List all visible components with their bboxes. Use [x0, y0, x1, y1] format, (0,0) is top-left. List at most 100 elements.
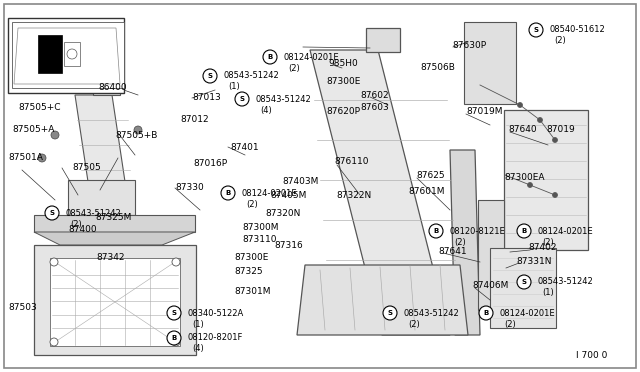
Text: 87300M: 87300M [242, 222, 278, 231]
Text: 86400: 86400 [98, 83, 127, 93]
Text: 87320N: 87320N [265, 209, 300, 218]
Text: 87331N: 87331N [516, 257, 552, 266]
Text: (2): (2) [408, 320, 420, 328]
Polygon shape [366, 28, 400, 52]
Text: (4): (4) [192, 344, 204, 353]
Text: (2): (2) [542, 237, 554, 247]
Circle shape [167, 331, 181, 345]
Text: 87630P: 87630P [452, 41, 486, 49]
Text: 08120-8121E: 08120-8121E [450, 227, 506, 235]
Text: 08543-51242: 08543-51242 [256, 94, 312, 103]
Polygon shape [450, 150, 480, 335]
Text: B: B [483, 310, 488, 316]
Circle shape [167, 306, 181, 320]
Text: (1): (1) [192, 320, 204, 328]
Text: (2): (2) [504, 320, 516, 328]
Text: 08124-0201E: 08124-0201E [538, 227, 594, 235]
Text: 08340-5122A: 08340-5122A [188, 308, 244, 317]
Text: B: B [522, 228, 527, 234]
Circle shape [538, 118, 543, 122]
Circle shape [479, 306, 493, 320]
Circle shape [50, 258, 58, 266]
Text: 87506B: 87506B [420, 64, 455, 73]
Bar [34, 245, 196, 355]
Text: 87316: 87316 [274, 241, 303, 250]
Text: (4): (4) [260, 106, 272, 115]
Circle shape [383, 306, 397, 320]
Text: (2): (2) [70, 219, 82, 228]
Text: 873110: 873110 [242, 235, 276, 244]
Text: 87603: 87603 [360, 103, 388, 112]
Text: 87400: 87400 [68, 225, 97, 234]
Text: 87505+A: 87505+A [12, 125, 54, 135]
Polygon shape [34, 232, 195, 245]
Bar [65, 215, 137, 227]
Circle shape [221, 186, 235, 200]
Text: 87505: 87505 [72, 164, 100, 173]
Polygon shape [68, 180, 135, 215]
Text: S: S [534, 27, 538, 33]
Text: 08124-0201E: 08124-0201E [242, 189, 298, 198]
Text: (1): (1) [228, 83, 240, 92]
Text: B: B [433, 228, 438, 234]
Bar [8, 18, 124, 93]
Text: 08543-51242: 08543-51242 [538, 278, 594, 286]
Text: S: S [387, 310, 392, 316]
Text: B: B [268, 54, 273, 60]
Text: 87505+C: 87505+C [18, 103, 61, 112]
Text: 87330: 87330 [175, 183, 204, 192]
Text: (2): (2) [554, 36, 566, 45]
Text: 87640: 87640 [508, 125, 536, 135]
Circle shape [517, 275, 531, 289]
Text: S: S [522, 279, 527, 285]
Circle shape [518, 103, 522, 108]
Circle shape [517, 224, 531, 238]
Text: 87300E: 87300E [326, 77, 360, 87]
Circle shape [235, 92, 249, 106]
Text: 87019M: 87019M [466, 108, 502, 116]
Bar [464, 22, 516, 104]
Circle shape [134, 126, 142, 134]
Text: 08124-0201E: 08124-0201E [284, 52, 340, 61]
Text: 87403M: 87403M [282, 177, 318, 186]
Text: S: S [172, 310, 177, 316]
Text: (2): (2) [288, 64, 300, 73]
Text: 87016P: 87016P [193, 158, 227, 167]
Text: 08543-51242: 08543-51242 [224, 71, 280, 80]
Text: 87503: 87503 [8, 304, 36, 312]
Text: I 700 0: I 700 0 [576, 350, 607, 359]
Circle shape [45, 206, 59, 220]
Text: (2): (2) [246, 199, 258, 208]
Text: (1): (1) [542, 289, 554, 298]
Text: 87013: 87013 [192, 93, 221, 102]
Circle shape [429, 224, 443, 238]
Polygon shape [75, 95, 130, 215]
Text: 87406M: 87406M [472, 282, 508, 291]
Bar [38, 35, 62, 73]
Text: 87019: 87019 [546, 125, 575, 135]
Text: 87300EA: 87300EA [504, 173, 545, 183]
Text: 87325M: 87325M [95, 214, 131, 222]
Circle shape [172, 258, 180, 266]
Circle shape [527, 183, 532, 187]
Text: S: S [239, 96, 244, 102]
Text: 87301M: 87301M [234, 286, 271, 295]
Text: 87620P: 87620P [326, 108, 360, 116]
Circle shape [263, 50, 277, 64]
Text: 87325: 87325 [234, 266, 262, 276]
Text: 985H0: 985H0 [328, 58, 358, 67]
Circle shape [203, 69, 217, 83]
Text: 87501A: 87501A [8, 154, 43, 163]
Text: 87012: 87012 [180, 115, 209, 125]
Polygon shape [93, 72, 120, 95]
Text: 87401: 87401 [230, 144, 259, 153]
Circle shape [172, 338, 180, 346]
Text: 87300E: 87300E [234, 253, 268, 263]
Circle shape [51, 131, 59, 139]
Bar [50, 258, 180, 346]
Bar [64, 42, 80, 66]
Text: B: B [172, 335, 177, 341]
Polygon shape [12, 22, 124, 88]
Bar [22, 28, 110, 83]
Circle shape [67, 49, 77, 59]
